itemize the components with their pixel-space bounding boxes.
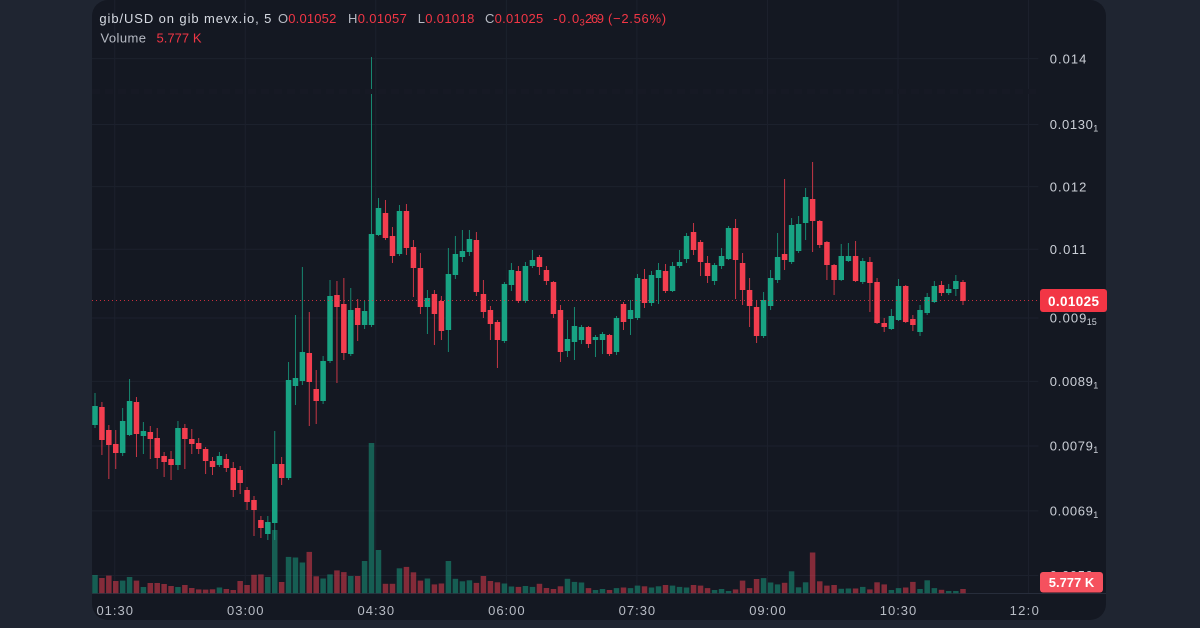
svg-text:0.0130: 0.0130 (1050, 117, 1093, 132)
svg-text:0.0079: 0.0079 (1050, 439, 1093, 454)
svg-text:10:30: 10:30 (880, 603, 917, 618)
svg-text:1: 1 (1093, 381, 1098, 391)
svg-text:3: 3 (580, 17, 585, 28)
svg-text:01:30: 01:30 (96, 603, 133, 618)
svg-text:0.012: 0.012 (1050, 179, 1087, 194)
svg-text:O0.01052: O0.01052 (278, 11, 336, 26)
svg-text:03:00: 03:00 (227, 603, 264, 618)
svg-text:15: 15 (1087, 317, 1097, 327)
svg-text:06:00: 06:00 (488, 603, 524, 618)
svg-text:C0.01025: C0.01025 (485, 11, 543, 26)
svg-text:0.009: 0.009 (1050, 311, 1087, 326)
svg-text:5.777 K: 5.777 K (1049, 575, 1095, 590)
svg-text:0.0089: 0.0089 (1050, 374, 1093, 389)
svg-text:09:00: 09:00 (749, 603, 786, 618)
svg-text:gib/USD on gib mevx.io, 5: gib/USD on gib mevx.io, 5 (99, 11, 271, 26)
svg-text:0.011: 0.011 (1050, 242, 1087, 257)
svg-text:-0.0: -0.0 (553, 11, 579, 26)
svg-text:1: 1 (1093, 445, 1098, 455)
svg-text:L0.01018: L0.01018 (418, 11, 475, 26)
svg-text:1: 1 (1093, 124, 1098, 134)
svg-text:5.777 K: 5.777 K (157, 31, 202, 46)
svg-text:0.0069: 0.0069 (1050, 504, 1093, 519)
svg-text:12:0: 12:0 (1010, 603, 1039, 618)
svg-text:0.01025: 0.01025 (1048, 294, 1099, 309)
svg-text:1: 1 (1093, 510, 1098, 520)
svg-text:04:30: 04:30 (358, 603, 395, 618)
svg-text:(−2.56%): (−2.56%) (608, 11, 666, 26)
svg-text:Volume: Volume (101, 31, 147, 46)
svg-text:07:30: 07:30 (619, 603, 656, 618)
svg-text:H0.01057: H0.01057 (348, 11, 407, 26)
svg-text:0.014: 0.014 (1050, 51, 1087, 66)
svg-text:269: 269 (585, 11, 604, 26)
